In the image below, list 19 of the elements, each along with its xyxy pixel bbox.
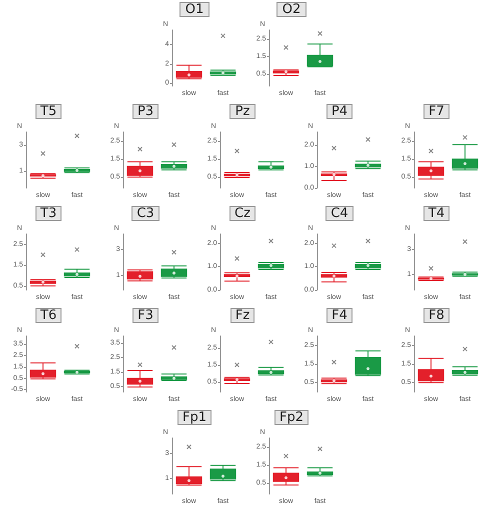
chart-title: O1 — [184, 2, 204, 17]
chart-title: T3 — [39, 206, 57, 221]
chart-title: F8 — [428, 308, 444, 323]
chart-title: F7 — [428, 104, 444, 119]
chart-title: Fz — [235, 308, 250, 323]
chart-title: T6 — [39, 308, 57, 323]
chart-title: C4 — [330, 206, 348, 221]
chart-title: T5 — [39, 104, 57, 119]
chart-title: Cz — [234, 206, 251, 221]
chart-title: F4 — [332, 308, 348, 323]
chart-title: P4 — [331, 104, 348, 119]
chart-title: P3 — [137, 104, 154, 119]
chart-title: C3 — [136, 206, 154, 221]
chart-title: Fp1 — [182, 410, 206, 425]
chart-title: F3 — [138, 308, 154, 323]
chart-title: Pz — [235, 104, 250, 119]
chart-title: Fp2 — [278, 410, 304, 425]
chart-title: T4 — [427, 206, 445, 221]
chart-title: O2 — [282, 2, 300, 17]
